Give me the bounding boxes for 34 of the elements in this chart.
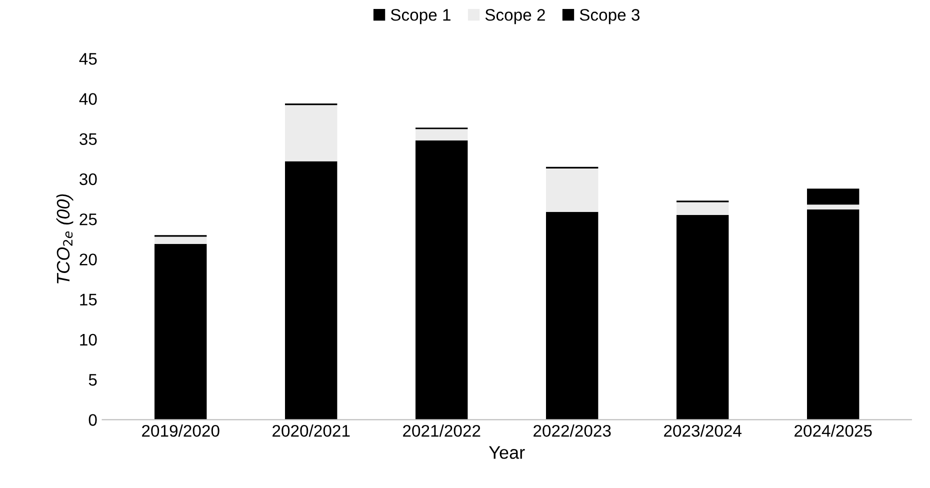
y-tick-label: 20	[80, 254, 97, 266]
legend-label: Scope 3	[580, 9, 640, 24]
x-tick-label: 2022/2023	[534, 424, 611, 437]
y-tick-label: 5	[88, 374, 97, 386]
y-tick-label: 0	[88, 414, 97, 426]
bar	[285, 105, 338, 162]
bar	[154, 236, 207, 244]
x-tick-label: 2021/2022	[403, 424, 480, 437]
bar	[807, 188, 860, 205]
y-tick-label: 30	[80, 173, 97, 186]
bar	[285, 161, 338, 420]
y-tick-label: 45	[79, 53, 97, 65]
bar	[807, 204, 860, 210]
x-tick-label: 2019/2020	[142, 424, 220, 437]
x-tick-label: 2020/2021	[272, 424, 350, 437]
legend-label: Scope 2	[485, 9, 545, 24]
bar	[546, 168, 598, 212]
bar	[546, 212, 598, 420]
y-tick-label: 10	[80, 334, 97, 346]
bar	[676, 202, 729, 216]
bar	[154, 244, 207, 420]
y-axis-title: TCO$_{2e}$ (00)	[56, 194, 74, 284]
x-tick-label: 2024/2025	[794, 424, 872, 437]
bar	[416, 129, 468, 140]
x-axis-title: Year	[489, 446, 525, 459]
bar	[807, 209, 860, 420]
y-tick-label: 40	[79, 93, 97, 105]
bar	[416, 140, 468, 420]
y-tick-label: 25	[80, 213, 97, 226]
y-tick-label: 15	[80, 294, 97, 306]
x-tick-label: 2023/2024	[664, 424, 742, 437]
bar	[676, 215, 729, 420]
y-tick-label: 35	[80, 133, 97, 146]
legend-label: Scope 1	[390, 9, 450, 24]
